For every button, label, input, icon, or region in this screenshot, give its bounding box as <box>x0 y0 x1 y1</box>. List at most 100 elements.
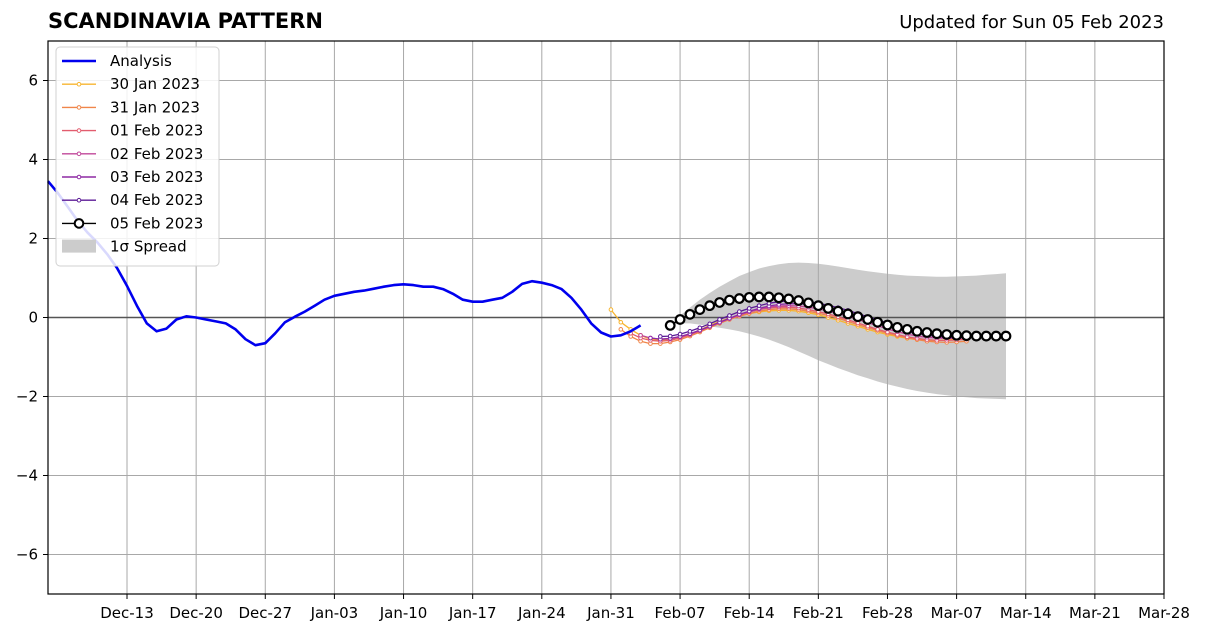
legend-label: 05 Feb 2023 <box>110 214 203 232</box>
x-tick-label: Jan-24 <box>517 604 566 622</box>
forecast-point <box>951 329 963 341</box>
forecast-point <box>862 314 874 325</box>
forecast-point <box>717 317 722 322</box>
analysis-line <box>47 180 642 347</box>
forecast-point <box>724 294 735 306</box>
y-tick-label: 2 <box>28 230 38 248</box>
y-tick-label: −6 <box>16 546 38 564</box>
forecast-point <box>608 307 614 312</box>
legend-marker <box>73 218 85 229</box>
x-tick-label: Feb-28 <box>862 604 913 622</box>
legend-label: 04 Feb 2023 <box>110 191 203 209</box>
forecast-point <box>832 305 844 317</box>
forecast-point <box>638 332 643 338</box>
grid-layer <box>48 41 1165 594</box>
x-tick-label: Feb-14 <box>724 604 775 622</box>
forecast-point <box>684 308 696 320</box>
y-tick-label: 4 <box>28 151 38 169</box>
forecast-point <box>822 303 834 314</box>
forecast-point <box>763 291 775 303</box>
legend-marker <box>76 197 82 203</box>
forecast-point <box>783 293 795 305</box>
forecast-point <box>674 314 686 325</box>
chart-subtitle: Updated for Sun 05 Feb 2023 <box>899 12 1164 33</box>
forecast-point <box>707 321 712 327</box>
forecast-point <box>882 319 893 331</box>
legend-label: 01 Feb 2023 <box>110 122 203 140</box>
x-tick-label: Mar-07 <box>931 604 983 622</box>
forecast-point <box>901 323 913 335</box>
x-tick-label: Dec-20 <box>169 604 223 622</box>
forecast-point <box>911 325 923 337</box>
forecast-point <box>803 297 814 309</box>
forecast-point <box>704 300 716 312</box>
forecast-point <box>733 293 745 304</box>
forecast-point <box>990 330 1002 342</box>
legend-swatch <box>62 239 96 253</box>
x-tick-label: Mar-14 <box>1000 604 1052 622</box>
forecast-point <box>694 304 706 316</box>
y-tick-label: −2 <box>16 388 38 406</box>
forecast-point <box>727 313 732 318</box>
forecast-point <box>737 309 742 314</box>
forecast-point <box>664 320 676 331</box>
y-tick-label: 0 <box>28 309 38 327</box>
legend-marker <box>76 174 82 180</box>
legend-label: 1σ Spread <box>110 238 187 256</box>
forecast-point <box>872 316 883 328</box>
legend-marker <box>76 81 82 87</box>
legend-marker <box>76 151 82 157</box>
x-tick-label: Mar-21 <box>1069 604 1121 622</box>
legend-label: 30 Jan 2023 <box>110 75 200 93</box>
forecast-point <box>1000 330 1012 342</box>
x-tick-label: Jan-03 <box>310 604 359 622</box>
x-tick-label: Jan-10 <box>379 604 428 622</box>
forecast-point <box>648 335 653 341</box>
forecast-point <box>941 329 953 340</box>
legend-label: Analysis <box>110 52 172 70</box>
x-tick-label: Dec-13 <box>100 604 154 622</box>
legend-marker <box>76 105 82 110</box>
legend-box <box>55 46 220 267</box>
forecast-point <box>842 308 854 320</box>
forecast-point <box>921 327 933 338</box>
legend: Analysis 30 Jan 2023 31 Jan 2023 01 Feb 202… <box>55 46 220 267</box>
forecast-point <box>970 330 982 342</box>
forecast-point <box>687 329 693 334</box>
forecast-point <box>773 292 785 304</box>
chart-title: SCANDINAVIA PATTERN <box>48 9 323 33</box>
forecast-point <box>618 319 624 325</box>
forecast-point <box>714 297 725 308</box>
forecast-point <box>743 291 755 303</box>
x-tick-label: Mar-28 <box>1138 604 1190 622</box>
forecast-point <box>746 306 752 311</box>
y-tick-label: −4 <box>16 467 38 485</box>
x-tick-label: Dec-27 <box>239 604 293 622</box>
y-tick-label: 6 <box>28 72 38 90</box>
forecast-point <box>793 295 804 306</box>
legend-marker <box>76 128 82 133</box>
forecast-point <box>667 333 673 339</box>
forecast-point <box>891 321 903 333</box>
x-tick-label: Feb-21 <box>793 604 844 622</box>
forecast-point <box>961 330 972 342</box>
forecast-point <box>697 325 703 331</box>
forecast-point <box>658 334 663 339</box>
x-tick-label: Jan-17 <box>448 604 497 622</box>
forecast-point <box>980 330 992 342</box>
forecast-point <box>618 327 624 332</box>
forecast-point <box>753 291 765 303</box>
forecast-point <box>931 328 943 340</box>
forecast-point <box>852 311 864 323</box>
x-tick-label: Jan-31 <box>586 604 635 622</box>
forecast-point <box>677 331 683 337</box>
legend-label: 02 Feb 2023 <box>110 145 203 163</box>
forecast-point <box>812 300 824 312</box>
legend-label: 03 Feb 2023 <box>110 168 203 186</box>
forecast-point <box>756 303 762 308</box>
axis-layer: Dec-13 Dec-20 Dec-27 Jan-03 Jan-10 Jan-17 Jan-… <box>16 40 1190 622</box>
legend-label: 31 Jan 2023 <box>110 98 200 116</box>
x-tick-label: Feb-07 <box>655 604 706 622</box>
series-layer <box>47 180 1012 347</box>
